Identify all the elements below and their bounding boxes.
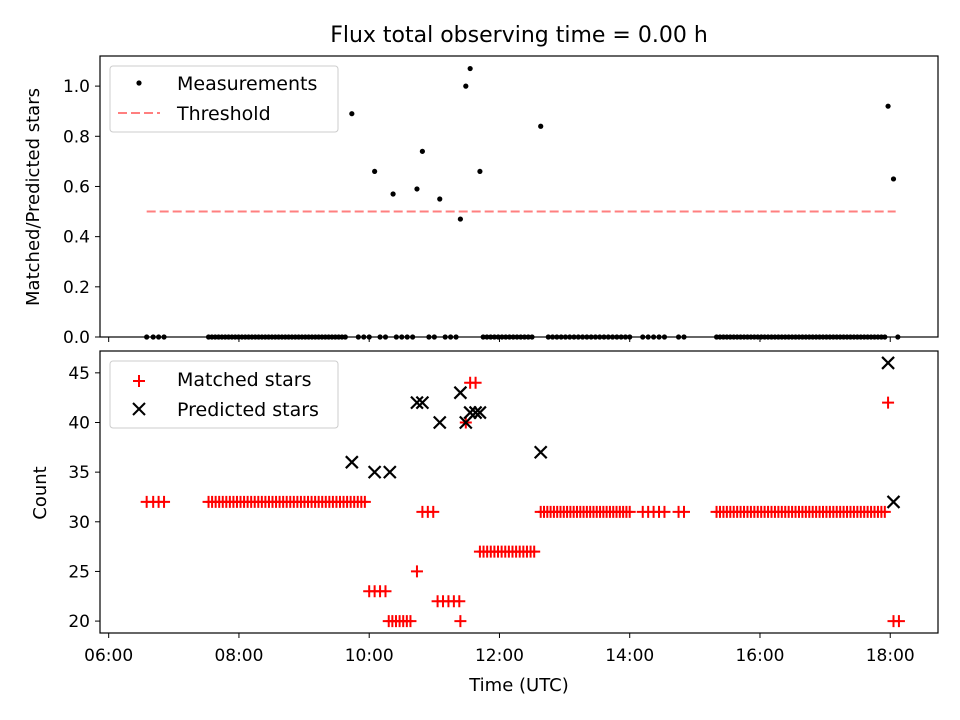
top-y-tick-label: 0.4: [63, 228, 90, 248]
measurement-point: [457, 216, 463, 222]
predicted-star-point: [533, 445, 548, 460]
measurement-point: [414, 186, 420, 192]
matched-star-point: [158, 495, 171, 508]
x-axis-label: Time (UTC): [468, 675, 569, 696]
legend-matched-label: Matched stars: [177, 369, 311, 391]
measurement-point: [885, 103, 891, 109]
top-legend: Measurements Threshold: [109, 65, 339, 133]
predicted-star-point: [473, 405, 487, 420]
measurement-point: [890, 176, 897, 182]
measurement-point: [372, 168, 378, 175]
matched-star-point: [358, 495, 371, 508]
bottom-y-tick-label: 30: [68, 513, 90, 533]
bottom-y-axis: 20 25 30 35 40 45: [68, 364, 100, 632]
matched-star-point: [453, 595, 466, 608]
top-y-tick-label: 0.8: [63, 127, 90, 147]
predicted-star-point: [468, 405, 483, 420]
matched-star-point: [469, 376, 482, 389]
matched-star-point: [892, 615, 905, 628]
matched-star-point: [882, 396, 895, 409]
x-tick-label: 14:00: [605, 646, 654, 666]
top-measurement-points: [349, 65, 897, 222]
bottom-y-tick-label: 45: [68, 364, 90, 384]
predicted-star-point: [881, 356, 895, 370]
top-y-tick-label: 0.2: [63, 278, 90, 298]
legend-measurements-label: Measurements: [177, 73, 317, 95]
top-y-axis-label: Matched/Predicted stars: [23, 88, 44, 306]
matched-stars-points: [140, 376, 905, 628]
predicted-star-point: [886, 495, 901, 509]
top-y-axis: 0.0 0.2 0.4 0.6 0.8 1.0: [63, 77, 100, 348]
bottom-y-tick-label: 35: [68, 463, 90, 483]
predicted-star-point: [453, 385, 468, 400]
measurement-point: [477, 168, 483, 175]
bottom-y-tick-label: 25: [68, 562, 90, 582]
legend-measurements-marker: [136, 80, 142, 86]
predicted-star-point: [367, 465, 382, 479]
matched-star-point: [528, 545, 541, 558]
top-axes-frame: [99, 55, 939, 338]
bottom-panel: 20 25 30 35 40 45 06:00 08:00 10:00 12:00 14:00 16…: [30, 350, 939, 696]
x-tick-label: 08:00: [214, 646, 263, 666]
measurement-point: [538, 123, 544, 129]
legend-threshold-label: Threshold: [176, 103, 271, 125]
matched-star-point: [427, 505, 440, 518]
matched-star-point: [404, 615, 417, 628]
predicted-star-point: [410, 395, 424, 410]
predicted-star-point: [463, 405, 477, 420]
matched-star-point: [623, 505, 636, 518]
predicted-star-point: [415, 395, 430, 410]
legend-predicted-label: Predicted stars: [177, 399, 319, 421]
x-tick-label: 10:00: [345, 646, 394, 666]
top-x-ticks: [108, 337, 891, 342]
measurement-point: [349, 111, 355, 117]
x-tick-label: 18:00: [866, 646, 915, 666]
predicted-star-point: [383, 465, 397, 479]
top-legend-box: [109, 65, 339, 133]
top-chart-title: Flux total observing time = 0.00 h: [330, 23, 708, 48]
legend-predicted-marker: [132, 402, 146, 416]
measurement-point: [463, 83, 469, 89]
predicted-stars-points: [345, 356, 901, 509]
matched-star-point: [454, 615, 467, 628]
x-tick-label: 06:00: [84, 646, 133, 666]
legend-matched-marker: [133, 375, 145, 387]
measurement-point: [437, 196, 443, 202]
top-panel: 0.0 0.2 0.4 0.6 0.8 1.0 Matched/Predicted sta…: [23, 55, 939, 348]
predicted-star-point: [432, 415, 447, 430]
bottom-legend: Matched stars Predicted stars: [109, 360, 339, 429]
bottom-axes-frame: [99, 350, 939, 634]
measurement-point: [467, 65, 473, 72]
bottom-y-tick-label: 20: [68, 612, 90, 632]
top-y-tick-label: 0.6: [63, 177, 90, 197]
x-tick-label: 16:00: [735, 646, 784, 666]
x-tick-label: 12:00: [475, 646, 524, 666]
matched-star-point: [878, 505, 891, 518]
predicted-star-point: [345, 455, 359, 469]
top-y-tick-label: 0.0: [63, 328, 90, 348]
matched-star-point: [410, 565, 423, 578]
matched-star-point: [658, 505, 671, 518]
top-y-tick-label: 1.0: [63, 77, 90, 97]
matched-star-point: [379, 585, 392, 598]
measurement-point: [419, 148, 425, 154]
matched-star-point: [677, 505, 690, 518]
bottom-x-axis: 06:00 08:00 10:00 12:00 14:00 16:00 18:00: [84, 633, 915, 666]
measurement-point: [390, 191, 396, 197]
bottom-y-axis-label: Count: [30, 466, 51, 519]
bottom-legend-box: [109, 360, 339, 429]
bottom-y-tick-label: 40: [68, 413, 90, 433]
